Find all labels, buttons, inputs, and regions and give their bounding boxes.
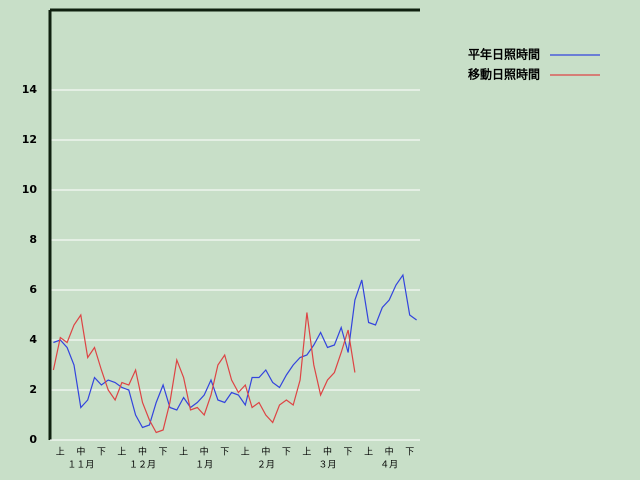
x-tick-label: 中 — [385, 446, 394, 458]
x-tick-label: 上 — [179, 447, 188, 458]
x-tick-label: 中 — [138, 446, 147, 458]
month-label: １月 — [195, 460, 213, 471]
y-tick-label: 8 — [29, 233, 37, 246]
y-tick-label: 6 — [29, 283, 37, 296]
series-line — [52, 312, 356, 434]
month-label: ４月 — [380, 460, 398, 471]
x-tick-label: 上 — [302, 447, 311, 458]
y-tick-label: 10 — [22, 183, 38, 196]
x-tick-label: 上 — [241, 447, 250, 458]
x-tick-label: 上 — [56, 447, 65, 458]
x-tick-label: 下 — [344, 448, 353, 458]
y-tick-label: 4 — [29, 333, 37, 346]
legend-label: 移動日照時間 — [468, 67, 540, 82]
x-tick-label: 中 — [76, 446, 85, 458]
x-tick-label: 下 — [405, 448, 414, 458]
month-label: ３月 — [318, 460, 336, 471]
x-tick-label: 下 — [97, 448, 106, 458]
month-label: １１月 — [67, 460, 94, 471]
x-tick-label: 下 — [282, 448, 291, 458]
month-label: ２月 — [257, 460, 275, 471]
series-line — [53, 273, 417, 429]
y-tick-label: 0 — [29, 433, 37, 446]
month-label: １２月 — [129, 460, 156, 471]
x-tick-label: 中 — [200, 446, 209, 458]
x-tick-label: 中 — [323, 446, 332, 458]
x-tick-label: 上 — [117, 447, 126, 458]
x-tick-label: 下 — [220, 448, 229, 458]
y-tick-label: 14 — [22, 83, 38, 96]
x-tick-label: 下 — [159, 448, 168, 458]
legend-label: 平年日照時間 — [468, 47, 540, 62]
y-tick-label: 12 — [22, 133, 37, 146]
x-tick-label: 上 — [364, 447, 373, 458]
x-tick-label: 中 — [261, 446, 270, 458]
y-tick-label: 2 — [29, 383, 37, 396]
